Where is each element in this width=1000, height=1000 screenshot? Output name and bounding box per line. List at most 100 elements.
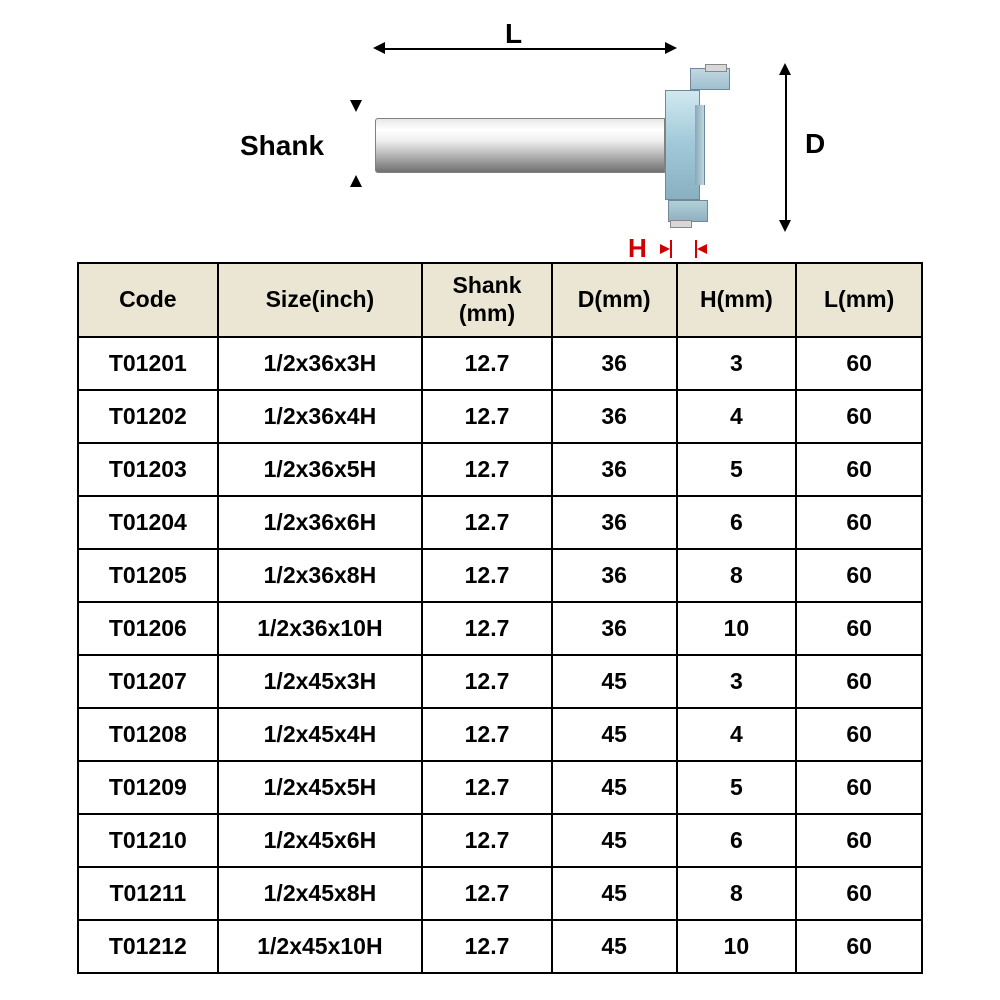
d-arrow-up	[779, 63, 791, 75]
table-row: T012081/2x45x4H12.745460	[78, 708, 922, 761]
cell-h: 5	[677, 761, 797, 814]
h-arrow-right	[660, 244, 670, 254]
cutter-tip-bottom	[670, 220, 692, 228]
cell-d: 45	[552, 867, 677, 920]
table-row: T012121/2x45x10H12.7451060	[78, 920, 922, 973]
cutter-tip-top	[705, 64, 727, 72]
col-shank: Shank(mm)	[422, 263, 552, 337]
cell-l: 60	[796, 390, 922, 443]
col-h: H(mm)	[677, 263, 797, 337]
col-d: D(mm)	[552, 263, 677, 337]
cell-l: 60	[796, 549, 922, 602]
table-row: T012061/2x36x10H12.7361060	[78, 602, 922, 655]
cell-size: 1/2x45x5H	[218, 761, 423, 814]
cell-shank: 12.7	[422, 655, 552, 708]
col-code: Code	[78, 263, 218, 337]
cell-shank: 12.7	[422, 761, 552, 814]
d-label: D	[805, 128, 825, 160]
cell-size: 1/2x36x8H	[218, 549, 423, 602]
cell-l: 60	[796, 867, 922, 920]
cell-shank: 12.7	[422, 814, 552, 867]
l-dimension-line	[385, 48, 665, 50]
router-bit-diagram: L Shank D H	[250, 30, 870, 260]
spec-table: Code Size(inch) Shank(mm) D(mm) H(mm) L(…	[77, 262, 923, 974]
cell-code: T01209	[78, 761, 218, 814]
cell-l: 60	[796, 655, 922, 708]
cell-code: T01205	[78, 549, 218, 602]
d-dimension-line	[785, 75, 787, 220]
cell-h: 10	[677, 602, 797, 655]
cell-h: 8	[677, 867, 797, 920]
cell-h: 6	[677, 814, 797, 867]
shank-arrow-up	[350, 175, 362, 187]
cell-h: 3	[677, 337, 797, 390]
cell-d: 45	[552, 655, 677, 708]
cell-shank: 12.7	[422, 549, 552, 602]
cell-shank: 12.7	[422, 708, 552, 761]
cell-d: 36	[552, 496, 677, 549]
cell-size: 1/2x36x6H	[218, 496, 423, 549]
cutter-blade-bottom	[668, 200, 708, 222]
cell-h: 4	[677, 390, 797, 443]
table-row: T012111/2x45x8H12.745860	[78, 867, 922, 920]
table-header-row: Code Size(inch) Shank(mm) D(mm) H(mm) L(…	[78, 263, 922, 337]
cell-d: 45	[552, 814, 677, 867]
cell-d: 36	[552, 390, 677, 443]
cell-code: T01210	[78, 814, 218, 867]
table-row: T012101/2x45x6H12.745660	[78, 814, 922, 867]
cell-code: T01211	[78, 867, 218, 920]
cell-d: 45	[552, 920, 677, 973]
cell-h: 4	[677, 708, 797, 761]
cell-l: 60	[796, 814, 922, 867]
shank-cylinder	[375, 118, 665, 173]
cell-d: 45	[552, 761, 677, 814]
cell-code: T01202	[78, 390, 218, 443]
cell-l: 60	[796, 708, 922, 761]
cell-shank: 12.7	[422, 390, 552, 443]
table-row: T012091/2x45x5H12.745560	[78, 761, 922, 814]
d-arrow-down	[779, 220, 791, 232]
shank-arrow-down	[350, 100, 362, 112]
cell-size: 1/2x45x10H	[218, 920, 423, 973]
cell-d: 45	[552, 708, 677, 761]
table-row: T012031/2x36x5H12.736560	[78, 443, 922, 496]
cell-shank: 12.7	[422, 443, 552, 496]
cell-size: 1/2x45x6H	[218, 814, 423, 867]
cutter-edge	[695, 105, 705, 185]
shank-label: Shank	[240, 130, 324, 162]
cell-l: 60	[796, 496, 922, 549]
l-arrow-right	[665, 42, 677, 54]
cell-shank: 12.7	[422, 867, 552, 920]
cell-shank: 12.7	[422, 337, 552, 390]
cell-h: 10	[677, 920, 797, 973]
cell-code: T01212	[78, 920, 218, 973]
table-row: T012011/2x36x3H12.736360	[78, 337, 922, 390]
cell-size: 1/2x45x3H	[218, 655, 423, 708]
col-l: L(mm)	[796, 263, 922, 337]
cell-d: 36	[552, 602, 677, 655]
cell-d: 36	[552, 549, 677, 602]
cell-code: T01208	[78, 708, 218, 761]
cell-size: 1/2x36x4H	[218, 390, 423, 443]
cell-code: T01201	[78, 337, 218, 390]
cell-size: 1/2x36x5H	[218, 443, 423, 496]
cell-size: 1/2x45x4H	[218, 708, 423, 761]
table-row: T012051/2x36x8H12.736860	[78, 549, 922, 602]
cell-l: 60	[796, 761, 922, 814]
cell-d: 36	[552, 443, 677, 496]
cell-code: T01203	[78, 443, 218, 496]
cell-h: 8	[677, 549, 797, 602]
cell-size: 1/2x36x10H	[218, 602, 423, 655]
cell-size: 1/2x36x3H	[218, 337, 423, 390]
cell-l: 60	[796, 443, 922, 496]
cell-l: 60	[796, 602, 922, 655]
cell-code: T01204	[78, 496, 218, 549]
cell-h: 5	[677, 443, 797, 496]
cell-shank: 12.7	[422, 920, 552, 973]
table-row: T012041/2x36x6H12.736660	[78, 496, 922, 549]
cell-shank: 12.7	[422, 602, 552, 655]
cell-d: 36	[552, 337, 677, 390]
cell-h: 6	[677, 496, 797, 549]
cell-size: 1/2x45x8H	[218, 867, 423, 920]
l-arrow-left	[373, 42, 385, 54]
